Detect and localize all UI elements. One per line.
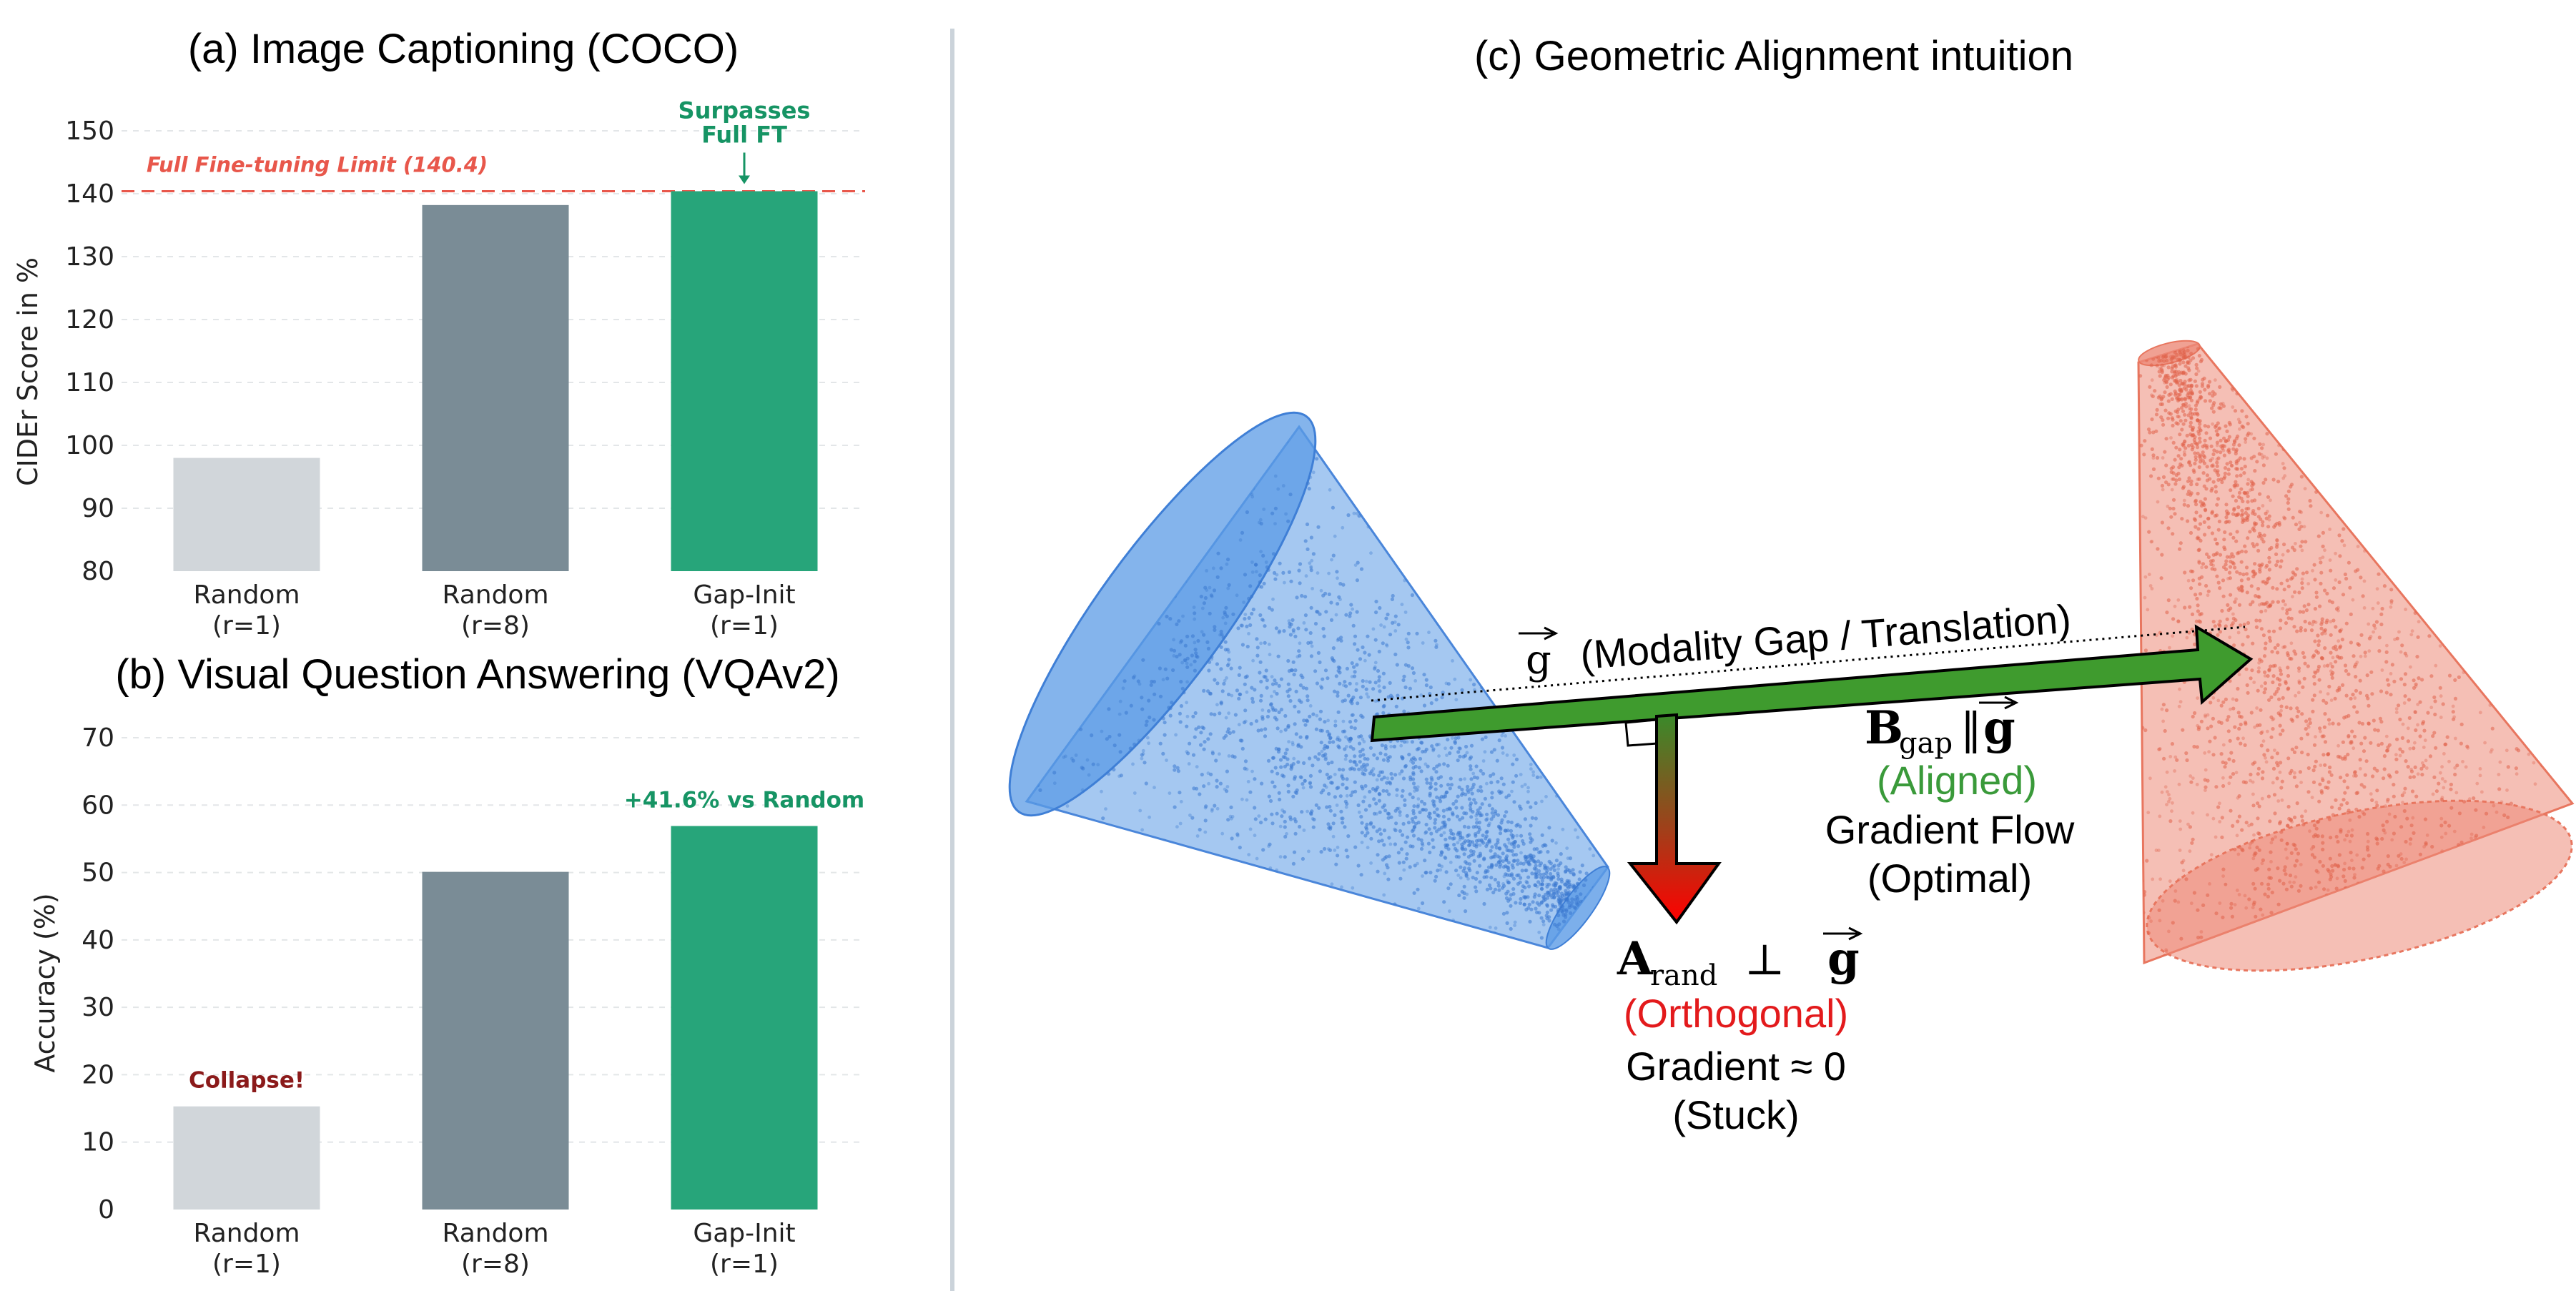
chart-b: (b) Visual Question Answering (VQAv2) Ac… [29,651,865,1279]
category-label: (r=1) [212,611,281,640]
a-rand-label: A rand ⊥ g [1617,926,1863,992]
g-vector-label: g [1519,626,1559,683]
category-label: Random [193,1219,300,1248]
bar-value-label: Collapse! [189,1068,305,1094]
diagram-title: (c) Geometric Alignment intuition [1474,33,2073,79]
chart-a-reference-line: Full Fine-tuning Limit (140.4) [122,152,865,192]
chart-a-category-labels: Random(r=1)Random(r=8)Gap-Init(r=1) [193,580,795,640]
perpendicular-symbol: ⊥ [1745,935,1785,985]
y-tick-label: 20 [82,1060,114,1089]
b-g-symbol: g [1983,701,2015,755]
chart-b-bars [173,826,818,1210]
right-angle-marker [1624,718,1658,747]
y-tick-label: 0 [98,1195,114,1225]
y-tick-label: 100 [65,431,114,460]
category-label: Gap-Init [693,580,795,610]
a-g-symbol: g [1827,932,1860,986]
y-tick-label: 10 [82,1128,114,1157]
category-label: Gap-Init [693,1219,795,1248]
chart-a-title: (a) Image Captioning (COCO) [188,26,739,72]
b-subscript: gap [1899,727,1953,760]
aligned-label: (Aligned) [1877,758,2037,803]
reference-line-label: Full Fine-tuning Limit (140.4) [147,152,488,177]
annotation-arrowhead [739,175,750,184]
diagram-c: (c) Geometric Alignment intuition g [1008,33,2575,1137]
y-tick-label: 60 [82,791,114,820]
b-gap-label: B gap ‖ g [1865,696,2019,760]
b-symbol: B [1865,701,1903,755]
gap-dotted-line [1371,625,2246,702]
y-tick-label: 150 [65,117,114,146]
stuck-line-1: Gradient ≈ 0 [1626,1044,1846,1089]
bar [173,1106,320,1210]
chart-b-ylabel: Accuracy (%) [29,893,61,1072]
y-tick-label: 90 [82,494,114,523]
bar [671,191,818,572]
bar [671,826,818,1210]
orthogonal-gradient-arrow [1627,713,1722,925]
chart-a-bars [173,191,818,572]
gap-vector-arrow [1370,624,2254,743]
y-tick-label: 40 [82,926,114,955]
g-symbol: g [1526,637,1551,683]
stuck-line-2: (Stuck) [1672,1092,1799,1137]
y-tick-label: 80 [82,557,114,586]
bar [422,871,569,1210]
chart-b-bar-labels: Collapse! +41.6% vs Random [189,788,864,1094]
a-subscript: rand [1650,959,1717,992]
y-tick-label: 70 [82,723,114,753]
optimal-line-1: Gradient Flow [1825,807,2075,852]
annotation-line-2: Full FT [701,121,787,148]
chart-b-title: (b) Visual Question Answering (VQAv2) [115,651,839,698]
y-tick-label: 30 [82,993,114,1022]
category-label: Random [442,580,548,610]
optimal-line-2: (Optimal) [1867,856,2032,901]
y-tick-label: 130 [65,242,114,272]
category-label: (r=1) [710,1250,779,1279]
category-label: (r=1) [710,611,779,640]
chart-a-ylabel: CIDEr Score in % [12,257,44,486]
category-label: (r=8) [461,611,530,640]
category-label: (r=8) [461,1250,530,1279]
y-tick-label: 110 [65,368,114,397]
chart-a: (a) Image Captioning (COCO) CIDEr Score … [12,26,865,640]
category-label: (r=1) [212,1250,281,1279]
chart-a-annotation: Surpasses Full FT [678,97,811,184]
parallel-symbol: ‖ [1960,704,1982,754]
bar [173,457,320,571]
chart-b-category-labels: Random(r=1)Random(r=8)Gap-Init(r=1) [193,1219,795,1279]
source-cone [1008,411,1611,950]
bar-value-label: +41.6% vs Random [624,788,864,813]
y-tick-label: 50 [82,859,114,888]
annotation-line-1: Surpasses [678,97,811,124]
bar [422,204,569,572]
category-label: Random [193,580,300,610]
category-label: Random [442,1219,548,1248]
a-symbol: A [1617,932,1654,986]
chart-b-yticks: 0 10 20 30 40 50 60 70 [82,723,114,1225]
chart-a-yticks: 80 90 100 110 120 130 140 150 [65,117,114,586]
source-cone-base [1008,411,1317,817]
y-tick-label: 140 [65,179,114,209]
y-tick-label: 120 [65,305,114,335]
orthogonal-label: (Orthogonal) [1624,991,1848,1036]
